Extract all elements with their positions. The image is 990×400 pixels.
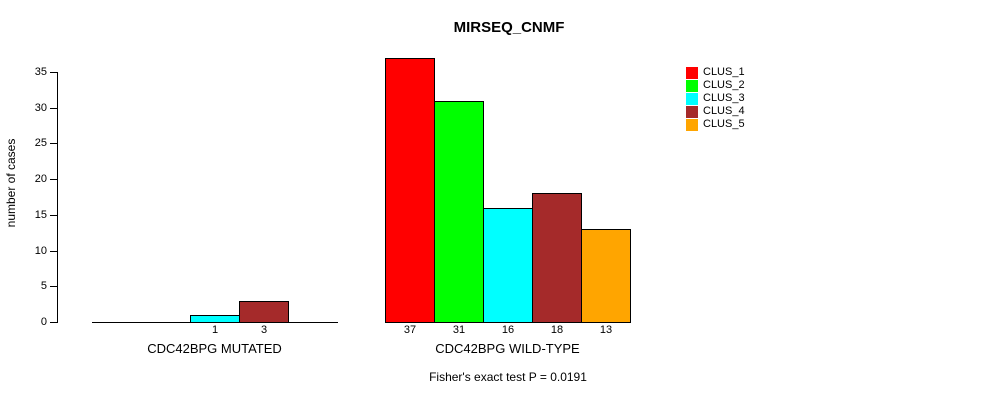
y-tick-label: 5: [40, 280, 47, 292]
bar-clus_1-group1: [385, 58, 435, 323]
legend-label: CLUS_5: [703, 118, 745, 130]
x-group-label: CDC42BPG MUTATED: [147, 341, 282, 356]
y-tick-mark: [50, 108, 57, 109]
y-tick-label: 30: [34, 102, 47, 114]
legend-label: CLUS_2: [703, 79, 745, 91]
bar-value-label: 16: [501, 324, 515, 336]
legend-row: CLUS_1: [686, 66, 745, 79]
y-tick-mark: [50, 72, 57, 73]
legend-swatch-icon: [686, 105, 698, 118]
legend-row: CLUS_2: [686, 79, 745, 92]
bar-clus_3-group1: [483, 208, 533, 323]
legend-row: CLUS_4: [686, 105, 745, 118]
y-tick-label: 0: [40, 316, 47, 328]
legend: CLUS_1 CLUS_2 CLUS_3 CLUS_4 CLUS_5: [686, 66, 745, 131]
legend-row: CLUS_3: [686, 92, 745, 105]
legend-swatch-icon: [686, 92, 698, 105]
legend-label: CLUS_3: [703, 92, 745, 104]
bar-value-label: 18: [550, 324, 564, 336]
y-tick-mark: [50, 251, 57, 252]
bar-value-label: 1: [211, 324, 219, 336]
legend-swatch-icon: [686, 66, 698, 79]
legend-swatch-icon: [686, 79, 698, 92]
bar-value-label: 37: [403, 324, 417, 336]
bar-value-label: 31: [452, 324, 466, 336]
y-tick-mark: [50, 179, 57, 180]
bar-value-label: 13: [599, 324, 613, 336]
bar-value-label: 3: [260, 324, 268, 336]
y-tick-label: 35: [34, 66, 47, 78]
chart-title: MIRSEQ_CNMF: [453, 19, 565, 36]
legend-swatch-icon: [686, 118, 698, 131]
bar-clus_4-group1: [532, 193, 582, 323]
legend-label: CLUS_1: [703, 66, 745, 78]
y-tick-mark: [50, 143, 57, 144]
legend-label: CLUS_4: [703, 105, 745, 117]
y-axis-line: [57, 72, 58, 323]
y-tick-mark: [50, 322, 57, 323]
y-tick-label: 10: [34, 245, 47, 257]
y-tick-label: 20: [34, 173, 47, 185]
y-tick-label: 25: [34, 137, 47, 149]
fisher-test-annotation: Fisher's exact test P = 0.0191: [429, 370, 587, 384]
bar-clus_3-group0: [190, 315, 240, 323]
x-group-label: CDC42BPG WILD-TYPE: [435, 341, 580, 356]
y-tick-mark: [50, 215, 57, 216]
bar-clus_4-group0: [239, 301, 289, 323]
bar-clus_2-group1: [434, 101, 484, 323]
bar-clus_5-group1: [581, 229, 631, 323]
y-tick-mark: [50, 286, 57, 287]
y-tick-label: 15: [34, 209, 47, 221]
legend-row: CLUS_5: [686, 118, 745, 131]
